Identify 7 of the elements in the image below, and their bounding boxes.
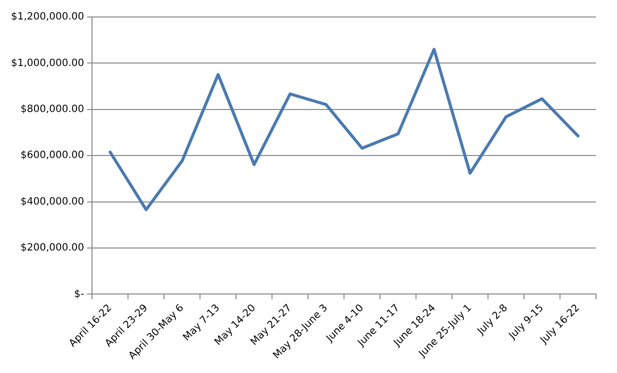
y-tick-label: $1,000,000.00 (10, 58, 84, 69)
y-tick-label: $200,000.00 (20, 242, 84, 254)
y-tick-label: $1,200,000.00 (10, 12, 84, 23)
y-tick-label: $600,000.00 (20, 150, 84, 162)
y-tick-label: $400,000.00 (20, 196, 84, 208)
y-tick-label: $800,000.00 (20, 104, 84, 115)
y-tick-label: $- (74, 288, 85, 300)
